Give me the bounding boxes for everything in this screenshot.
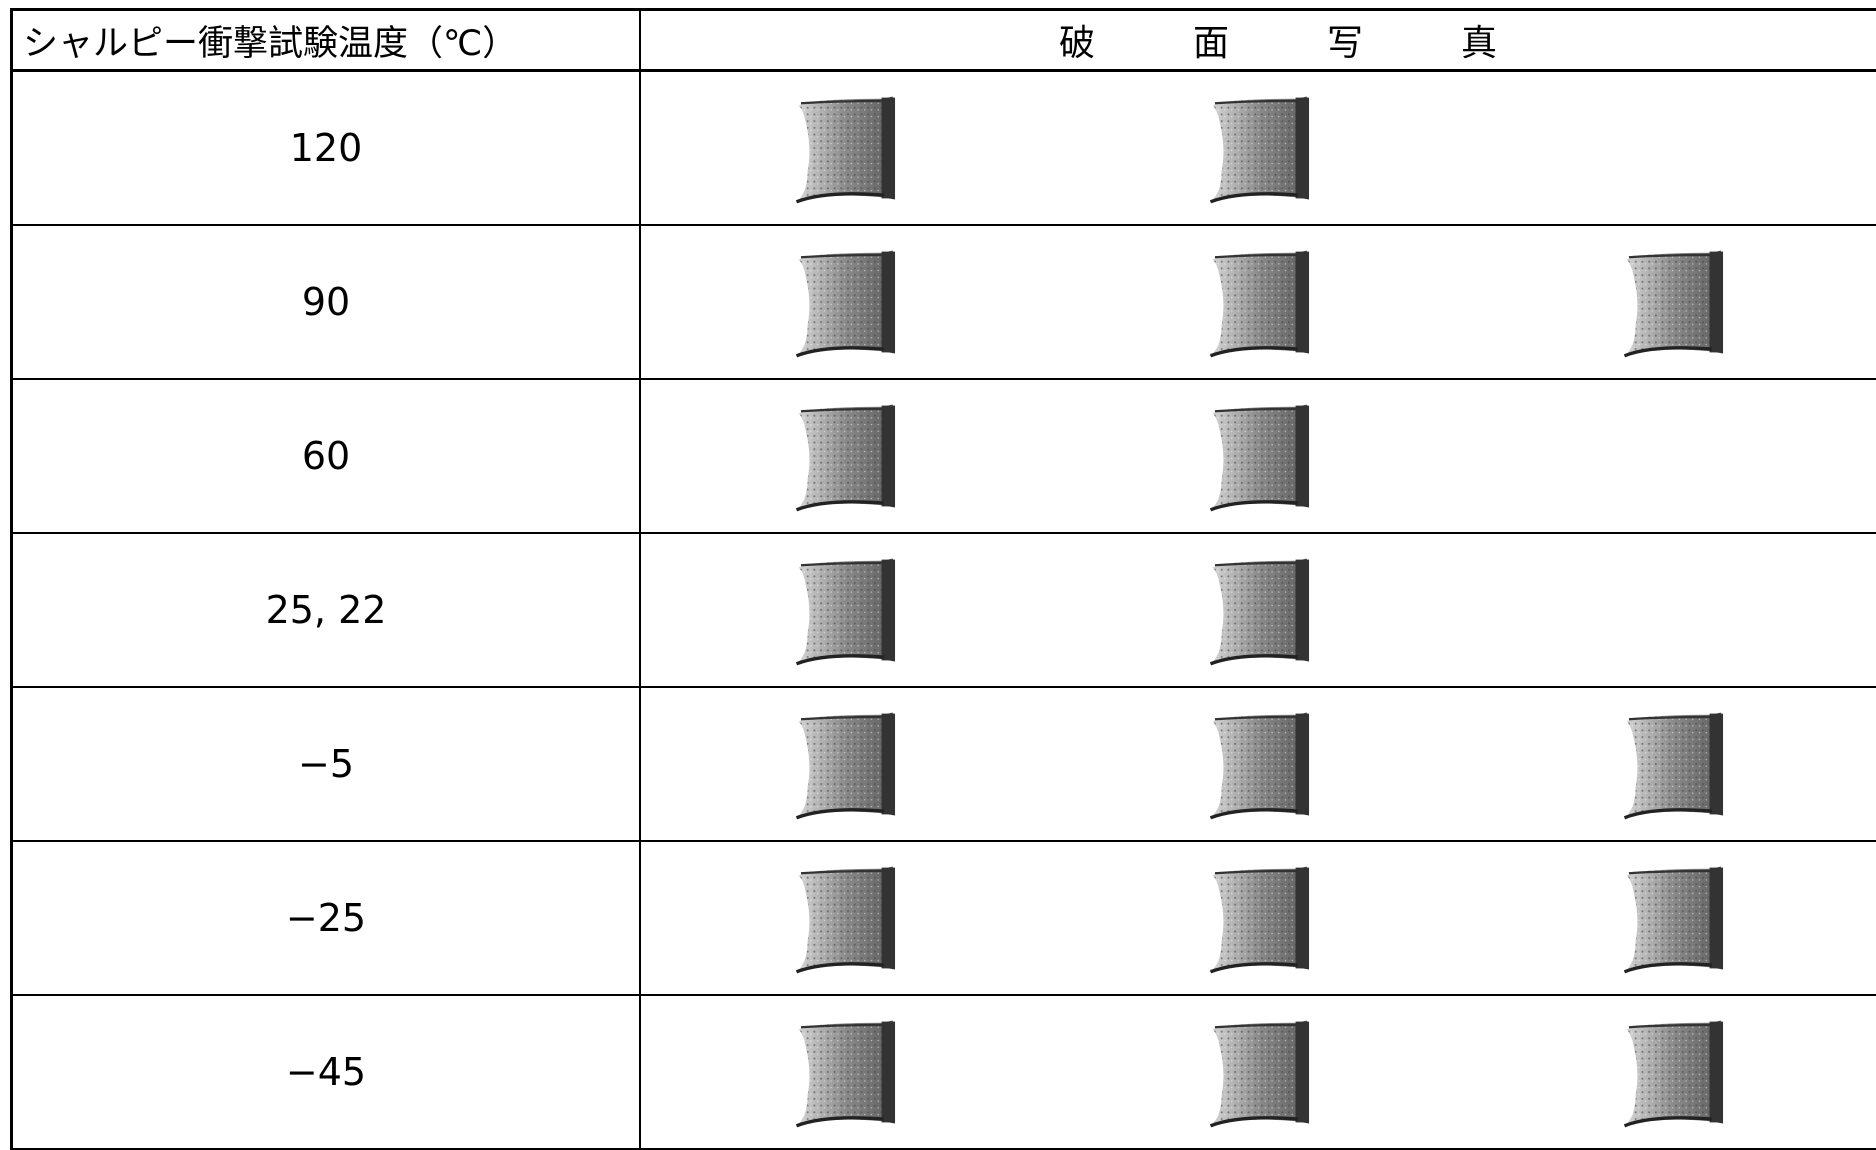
- photos: [641, 688, 1876, 840]
- fracture-photo: [792, 400, 904, 512]
- row: −25: [13, 842, 1876, 996]
- fracture-photo: [1620, 246, 1732, 358]
- header-cell: 破面写真: [1059, 23, 1596, 64]
- row: −5: [13, 688, 1876, 842]
- fracture-photo: [1206, 92, 1318, 204]
- header-cell: シャルピー衝撃試験温度（℃）: [13, 11, 641, 69]
- fracture-photo: [1206, 708, 1318, 820]
- row: 60: [13, 380, 1876, 534]
- temperature: 90: [13, 226, 641, 378]
- fracture-photo: [1206, 246, 1318, 358]
- fracture-photo: [1620, 1016, 1732, 1128]
- row: −45: [13, 996, 1876, 1150]
- photos: [641, 380, 1876, 532]
- fracture-photo: [792, 92, 904, 204]
- fracture-photo: [1620, 862, 1732, 974]
- fracture-photo: [1206, 554, 1318, 666]
- temperature: 25, 22: [13, 534, 641, 686]
- row: 25, 22: [13, 534, 1876, 688]
- photos: [641, 72, 1876, 224]
- header-row: シャルピー衝撃試験温度（℃） 破面写真: [13, 11, 1876, 72]
- row: 90: [13, 226, 1876, 380]
- fracture-photo: [792, 246, 904, 358]
- fracture-photo: [1206, 1016, 1318, 1128]
- photos: [641, 842, 1876, 994]
- fracture-photo: [792, 1016, 904, 1128]
- temperature: 60: [13, 380, 641, 532]
- fracture-photo: [1620, 708, 1732, 820]
- row: 120: [13, 72, 1876, 226]
- photos: [641, 996, 1876, 1148]
- photos: [641, 534, 1876, 686]
- temperature: 120: [13, 72, 641, 224]
- table: シャルピー衝撃試験温度（℃） 破面写真 120 90 60 25, 22: [10, 8, 1876, 1150]
- temperature: −45: [13, 996, 641, 1148]
- photos: [641, 226, 1876, 378]
- temperature: −5: [13, 688, 641, 840]
- fracture-photo: [1206, 862, 1318, 974]
- fracture-photo: [1206, 400, 1318, 512]
- fracture-photo: [792, 554, 904, 666]
- temperature: −25: [13, 842, 641, 994]
- fracture-photo: [792, 862, 904, 974]
- fracture-photo: [792, 708, 904, 820]
